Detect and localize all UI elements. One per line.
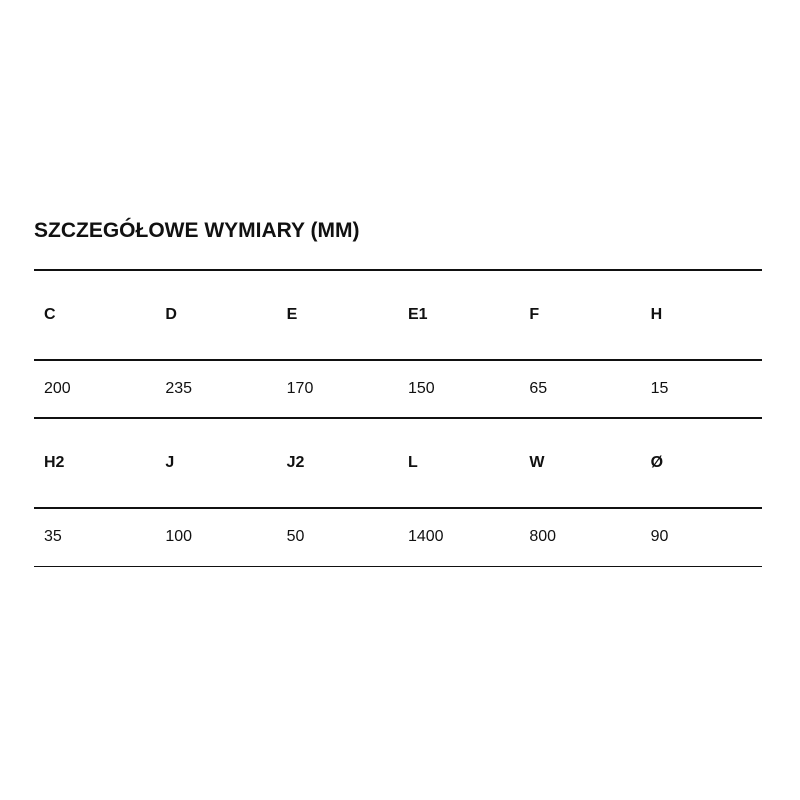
header-cell: H2 bbox=[34, 417, 156, 509]
value-cell: 170 bbox=[276, 360, 398, 419]
value-cell: 200 bbox=[34, 360, 156, 419]
header-cell: H bbox=[640, 269, 762, 361]
value-cell: 15 bbox=[640, 360, 762, 419]
header-cell: Ø bbox=[640, 417, 762, 509]
header-cell: D bbox=[155, 269, 277, 361]
dimensions-table: C D E E1 F H 200 235 170 150 65 15 H2 J … bbox=[34, 269, 762, 567]
value-cell: 100 bbox=[155, 508, 277, 567]
value-cell: 50 bbox=[276, 508, 398, 567]
value-cell: 150 bbox=[397, 360, 520, 419]
value-cell: 235 bbox=[155, 360, 277, 419]
value-row: 200 235 170 150 65 15 bbox=[34, 360, 762, 419]
header-cell: E bbox=[276, 269, 398, 361]
header-cell: F bbox=[519, 269, 641, 361]
value-cell: 35 bbox=[34, 508, 156, 567]
section-title: SZCZEGÓŁOWE WYMIARY (MM) bbox=[34, 219, 360, 242]
header-cell: L bbox=[397, 417, 520, 509]
header-row: C D E E1 F H bbox=[34, 269, 762, 361]
value-row: 35 100 50 1400 800 90 bbox=[34, 508, 762, 567]
header-cell: E1 bbox=[397, 269, 520, 361]
header-cell: W bbox=[519, 417, 641, 509]
header-cell: J2 bbox=[276, 417, 398, 509]
header-row: H2 J J2 L W Ø bbox=[34, 417, 762, 509]
value-cell: 90 bbox=[640, 508, 762, 567]
value-cell: 1400 bbox=[397, 508, 520, 567]
value-cell: 65 bbox=[519, 360, 641, 419]
value-cell: 800 bbox=[519, 508, 641, 567]
header-cell: C bbox=[34, 269, 156, 361]
header-cell: J bbox=[155, 417, 277, 509]
